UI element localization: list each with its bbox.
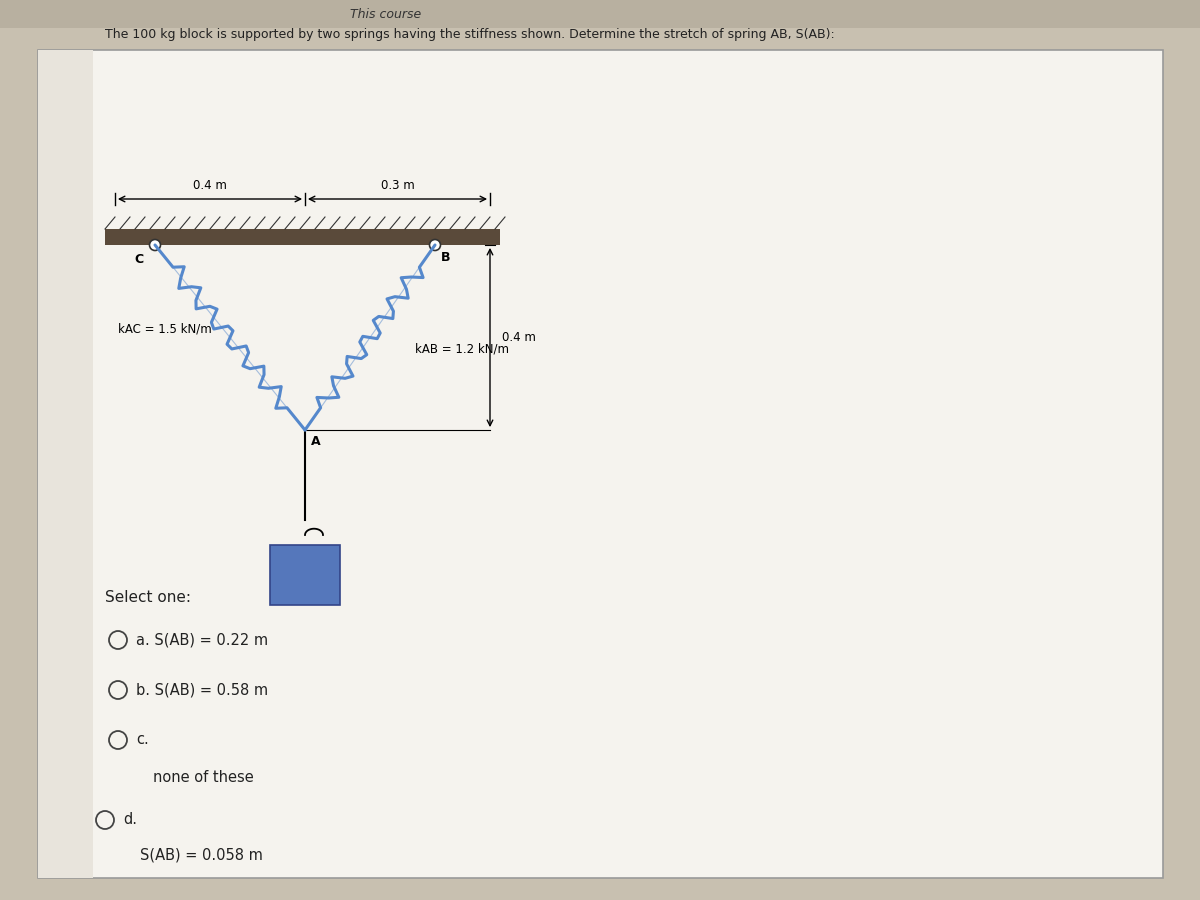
Text: none of these: none of these [152,770,253,786]
Text: c.: c. [136,733,149,748]
Text: 0.4 m: 0.4 m [193,179,227,192]
FancyBboxPatch shape [38,50,1163,878]
Text: This course: This course [350,7,421,21]
Bar [38,50,94,878]
Text: b. S(AB) = 0.58 m: b. S(AB) = 0.58 m [136,682,268,698]
Text: a. S(AB) = 0.22 m: a. S(AB) = 0.22 m [136,633,268,647]
Text: kAB = 1.2 kN/m: kAB = 1.2 kN/m [415,343,509,356]
Text: B: B [442,251,450,264]
Text: S(AB) = 0.058 m: S(AB) = 0.058 m [140,848,263,862]
Text: A: A [311,435,320,448]
Bar [270,545,340,605]
Text: d.: d. [124,813,137,827]
Text: The 100 kg block is supported by two springs having the stiffness shown. Determi: The 100 kg block is supported by two spr… [106,28,835,41]
Text: 0.3 m: 0.3 m [380,179,414,192]
Bar [0,0,1200,28]
Circle shape [150,239,161,250]
Bar [106,229,500,245]
Circle shape [430,239,440,250]
Text: Select one:: Select one: [106,590,191,605]
Text: kAC = 1.5 kN/m: kAC = 1.5 kN/m [118,322,212,336]
Text: 0.4 m: 0.4 m [502,331,536,344]
Text: C: C [134,253,143,266]
